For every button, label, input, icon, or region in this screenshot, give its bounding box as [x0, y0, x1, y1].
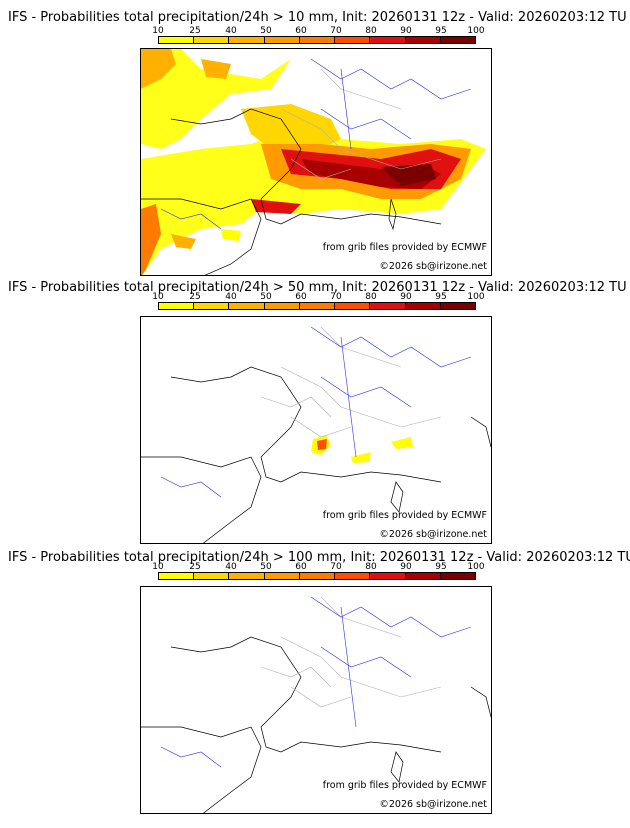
panel-title: IFS - Probabilities total precipitation/…: [8, 550, 630, 565]
scale-tick-label: 40: [225, 292, 237, 302]
scale-tick-label: 25: [189, 562, 201, 572]
map-svg: [141, 326, 491, 543]
scale-tick-label: 50: [260, 292, 272, 302]
scale-tick-label: 60: [295, 26, 307, 36]
scale-swatch: [370, 573, 406, 579]
color-scale: 10 25 40 50 60 70 80 90 95 100: [152, 562, 485, 586]
map-50mm: from grib files provided by ECMWF ©2026 …: [140, 316, 492, 544]
scale-tick-label: 70: [330, 292, 342, 302]
color-scale: 10 25 40 50 60 70 80 90 95 100: [152, 26, 485, 50]
scale-swatch: [405, 573, 441, 579]
scale-swatch: [229, 37, 265, 43]
scale-bar: [158, 572, 476, 580]
scale-labels: 10 25 40 50 60 70 80 90 95 100: [152, 26, 484, 36]
scale-tick-label: 60: [295, 562, 307, 572]
scale-swatch: [264, 37, 300, 43]
panel-10mm: IFS - Probabilities total precipitation/…: [0, 0, 630, 276]
scale-tick-label: 80: [365, 562, 377, 572]
scale-swatch: [194, 573, 230, 579]
borders: [260, 596, 442, 708]
scale-tick-label: 50: [260, 562, 272, 572]
borders: [260, 326, 442, 438]
scale-tick-label: 95: [435, 292, 447, 302]
scale-swatch: [159, 573, 195, 579]
panel-title: IFS - Probabilities total precipitation/…: [8, 10, 627, 25]
borders: [280, 68, 442, 180]
credit-source: from grib files provided by ECMWF: [322, 780, 487, 791]
coastlines: [141, 636, 491, 813]
rivers: [160, 596, 472, 768]
scale-bar: [158, 302, 476, 310]
scale-swatch: [405, 303, 441, 309]
scale-swatch: [299, 303, 336, 309]
scale-tick-label: 10: [152, 26, 164, 36]
scale-tick-label: 50: [260, 26, 272, 36]
credit-source: from grib files provided by ECMWF: [322, 510, 487, 521]
scale-tick-label: 40: [225, 26, 237, 36]
scale-tick-label: 90: [400, 292, 412, 302]
scale-swatch: [370, 37, 406, 43]
coastlines: [141, 108, 442, 275]
credit-copyright: ©2026 sb@irizone.net: [379, 799, 487, 810]
map-100mm: from grib files provided by ECMWF ©2026 …: [140, 586, 492, 814]
scale-tick-label: 40: [225, 562, 237, 572]
map-svg: [141, 596, 491, 813]
scale-tick-label: 95: [435, 562, 447, 572]
scale-swatch: [440, 573, 475, 579]
scale-swatch: [229, 303, 265, 309]
scale-tick-label: 80: [365, 26, 377, 36]
scale-swatch: [159, 37, 195, 43]
scale-tick-label: 60: [295, 292, 307, 302]
scale-tick-label: 100: [467, 292, 485, 302]
credit-copyright: ©2026 sb@irizone.net: [379, 529, 487, 540]
scale-tick-label: 90: [400, 562, 412, 572]
rivers: [160, 326, 472, 498]
scale-swatch: [335, 37, 371, 43]
scale-bar: [158, 36, 476, 44]
map-10mm: from grib files provided by ECMWF ©2026 …: [140, 48, 492, 276]
scale-swatch: [370, 303, 406, 309]
scale-tick-label: 10: [152, 292, 164, 302]
panel-100mm: IFS - Probabilities total precipitation/…: [0, 546, 630, 828]
precip-field: [311, 435, 413, 463]
scale-swatch: [264, 573, 300, 579]
panel-title: IFS - Probabilities total precipitation/…: [8, 280, 627, 295]
scale-swatch: [335, 573, 371, 579]
scale-tick-label: 100: [467, 562, 485, 572]
scale-swatch: [194, 303, 230, 309]
precip-field: [141, 49, 486, 275]
scale-tick-label: 70: [330, 26, 342, 36]
scale-tick-label: 25: [189, 26, 201, 36]
scale-swatch: [405, 37, 441, 43]
scale-swatch: [159, 303, 195, 309]
panel-50mm: IFS - Probabilities total precipitation/…: [0, 276, 630, 546]
scale-swatch: [440, 303, 475, 309]
coastlines: [141, 366, 491, 543]
scale-tick-label: 95: [435, 26, 447, 36]
rivers: [160, 58, 472, 230]
scale-swatch: [440, 37, 475, 43]
map-svg: [141, 49, 486, 275]
scale-swatch: [299, 37, 336, 43]
color-scale: 10 25 40 50 60 70 80 90 95 100: [152, 292, 485, 316]
credit-source: from grib files provided by ECMWF: [322, 242, 487, 253]
scale-tick-label: 10: [152, 562, 164, 572]
scale-tick-label: 90: [400, 26, 412, 36]
scale-swatch: [229, 573, 265, 579]
scale-swatch: [299, 573, 336, 579]
scale-tick-label: 80: [365, 292, 377, 302]
scale-swatch: [194, 37, 230, 43]
scale-tick-label: 25: [189, 292, 201, 302]
scale-labels: 10 25 40 50 60 70 80 90 95 100: [152, 292, 484, 302]
scale-swatch: [335, 303, 371, 309]
scale-swatch: [264, 303, 300, 309]
scale-tick-label: 100: [467, 26, 485, 36]
scale-labels: 10 25 40 50 60 70 80 90 95 100: [152, 562, 484, 572]
scale-tick-label: 70: [330, 562, 342, 572]
credit-copyright: ©2026 sb@irizone.net: [379, 261, 487, 272]
